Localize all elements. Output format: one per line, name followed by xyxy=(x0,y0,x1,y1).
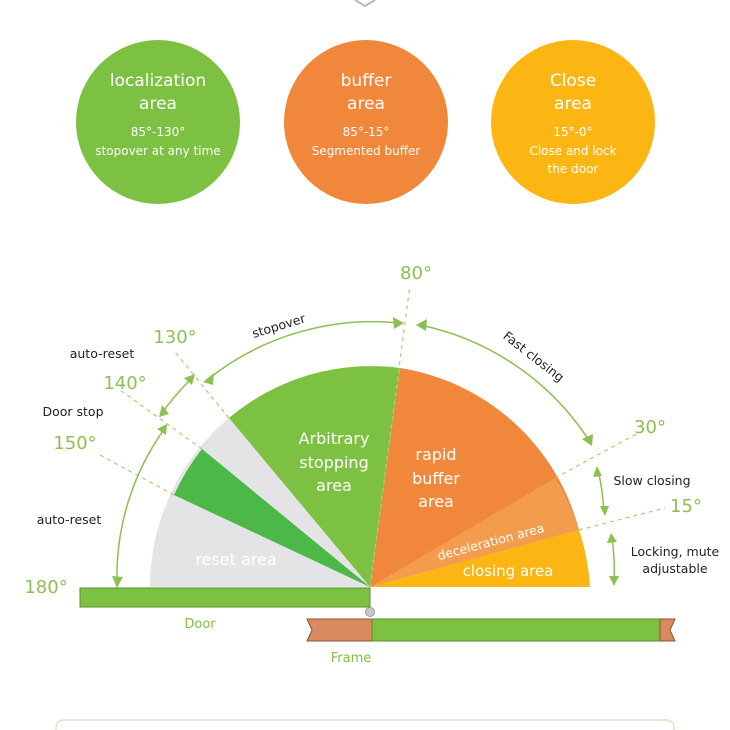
guide-line-140 xyxy=(119,389,203,450)
arrow-icon xyxy=(184,374,195,385)
annotation-locking-line-1: Locking, mute xyxy=(631,544,720,559)
zone-label-reset: reset area xyxy=(195,550,276,569)
guide-line-150 xyxy=(99,454,175,496)
door-stop-wedge xyxy=(174,449,370,587)
circle-title-line-2: area xyxy=(139,94,177,114)
arrow-icon xyxy=(607,533,617,543)
hinge-icon xyxy=(365,607,375,617)
door-bar xyxy=(79,587,371,608)
annotation-auto-reset-top: auto-reset xyxy=(70,346,135,361)
arrow-icon xyxy=(393,317,404,329)
annotation-door-stop: Door stop xyxy=(42,404,103,419)
locking-arc xyxy=(611,536,616,583)
guide-line-15 xyxy=(578,507,666,531)
annotation-stopover: stopover xyxy=(250,310,308,341)
circle-title-line-1: buffer xyxy=(341,71,392,91)
angle-label-140: 140° xyxy=(103,373,146,394)
angle-label-30: 30° xyxy=(634,417,666,438)
circle-close-bg xyxy=(491,40,655,204)
arrow-icon xyxy=(112,576,123,588)
circle-description: Close and lock xyxy=(529,144,616,158)
zone-label-closing: closing area xyxy=(463,562,554,580)
arrow-icon xyxy=(600,506,609,516)
deceleration-wedge xyxy=(370,478,579,587)
circle-description-line-2: the door xyxy=(548,162,599,176)
guide-line-30 xyxy=(554,431,641,479)
circle-range: 85°-15° xyxy=(343,125,390,139)
circle-range: 85°-130° xyxy=(131,125,186,139)
zone-label-rapid-line-2: buffer xyxy=(412,469,460,488)
zone-label-arbitrary-line-2: stopping xyxy=(299,453,368,472)
arrow-icon xyxy=(157,424,167,435)
zone-label-rapid-line-3: area xyxy=(418,492,454,511)
arc-arrowheads xyxy=(112,317,619,588)
bottom-panel xyxy=(55,719,675,730)
frame-wood-left xyxy=(306,618,373,642)
angle-label-130: 130° xyxy=(153,327,196,348)
circle-description: stopover at any time xyxy=(95,144,220,158)
frame-label: Frame xyxy=(331,651,372,666)
frame-green-bar xyxy=(371,618,661,642)
guide-line-130 xyxy=(174,351,230,419)
angle-label-150: 150° xyxy=(53,433,96,454)
frame-wood-right xyxy=(659,618,676,642)
angle-label-180: 180° xyxy=(24,577,67,598)
circle-description: Segmented buffer xyxy=(312,144,421,158)
door-label: Door xyxy=(184,617,216,632)
feature-circle-buffer: buffer area 85°-15° Segmented buffer xyxy=(284,40,448,204)
chevron-down-icon xyxy=(354,0,376,8)
stopover-arc xyxy=(206,320,401,381)
arrow-icon xyxy=(582,434,593,446)
fast-closing-arc xyxy=(419,324,591,443)
annotation-auto-reset-bottom: auto-reset xyxy=(37,512,102,527)
zone-label-arbitrary-line-3: area xyxy=(316,476,352,495)
auto-reset-bottom-arc xyxy=(116,427,166,586)
arrow-icon xyxy=(203,373,214,385)
feature-circle-localization: localization area 85°-130° stopover at a… xyxy=(76,40,240,204)
frame-assembly xyxy=(306,618,676,642)
circle-localization-bg xyxy=(76,40,240,204)
arrow-icon xyxy=(593,466,602,477)
annotation-slow-closing: Slow closing xyxy=(613,473,690,488)
annotation-locking-line-2: adjustable xyxy=(642,561,707,576)
closing-area-wedge xyxy=(370,530,590,587)
angle-label-15: 15° xyxy=(670,496,702,517)
circle-title-line-2: area xyxy=(347,94,385,114)
angle-guide-lines xyxy=(99,284,666,588)
feature-circle-close: Close area 15°-0° Close and lock the doo… xyxy=(491,40,655,204)
zone-label-arbitrary-line-1: Arbitrary xyxy=(299,429,370,448)
arrow-icon xyxy=(159,405,169,417)
circle-buffer-bg xyxy=(284,40,448,204)
circle-title-line-2: area xyxy=(554,94,592,114)
arbitrary-stopping-wedge xyxy=(229,366,400,587)
arrow-icon xyxy=(416,319,427,331)
auto-reset-top-arc xyxy=(161,377,193,414)
annotation-fast-closing: Fast closing xyxy=(500,328,567,385)
circle-title-line-1: localization xyxy=(110,71,206,91)
door-angle-semicircle xyxy=(149,366,590,587)
zone-label-rapid-line-1: rapid xyxy=(415,445,456,464)
arrow-icon xyxy=(609,576,619,586)
guide-line-80 xyxy=(369,284,411,588)
angle-label-80: 80° xyxy=(400,263,432,284)
circle-range: 15°-0° xyxy=(553,125,592,139)
circle-title-line-1: Close xyxy=(550,71,596,91)
